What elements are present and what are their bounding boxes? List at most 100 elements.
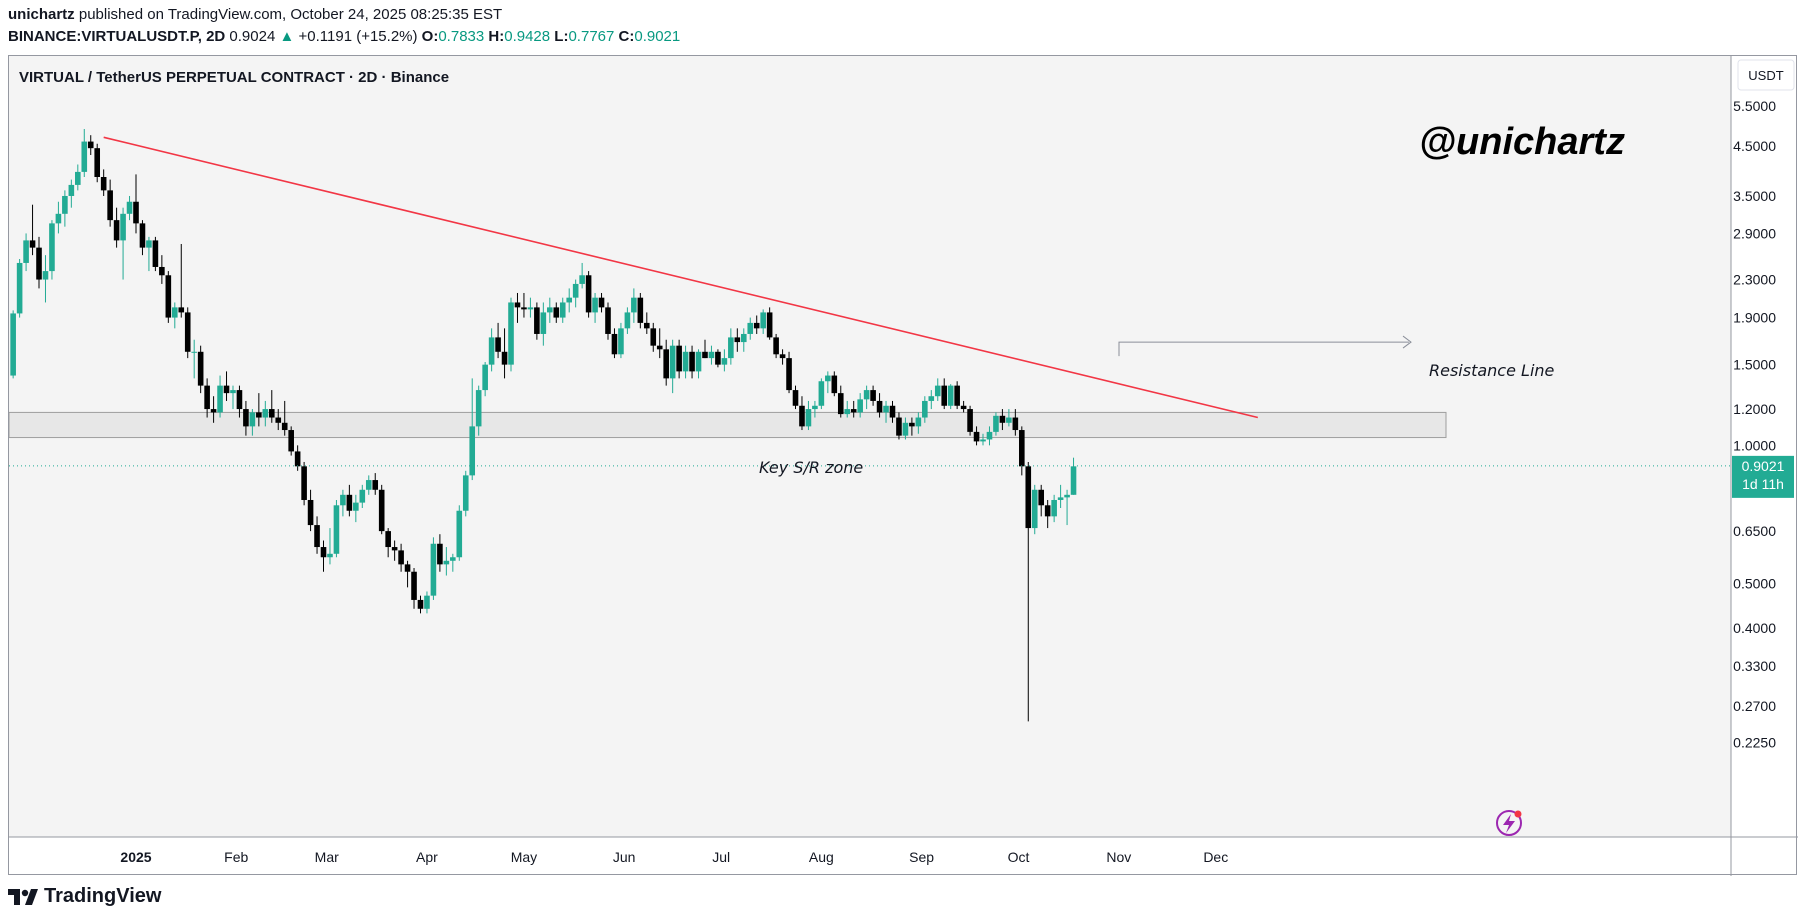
candle[interactable]: [999, 409, 1006, 431]
candle[interactable]: [146, 236, 152, 272]
candle[interactable]: [559, 297, 566, 323]
candle[interactable]: [637, 292, 644, 329]
candle[interactable]: [740, 328, 747, 352]
candle[interactable]: [353, 494, 359, 523]
candle[interactable]: [1025, 461, 1032, 722]
candle[interactable]: [695, 349, 702, 379]
candle[interactable]: [592, 292, 598, 323]
candle[interactable]: [993, 412, 999, 436]
candle[interactable]: [139, 220, 146, 256]
candle[interactable]: [760, 309, 766, 334]
candle[interactable]: [1064, 489, 1070, 526]
candle[interactable]: [799, 396, 805, 431]
candle[interactable]: [87, 135, 94, 155]
candle[interactable]: [643, 312, 650, 334]
candle[interactable]: [967, 405, 973, 436]
candle[interactable]: [94, 143, 101, 183]
candle[interactable]: [501, 328, 508, 379]
candle[interactable]: [120, 207, 126, 280]
candle[interactable]: [715, 349, 721, 368]
candle[interactable]: [1031, 484, 1038, 535]
candle[interactable]: [171, 302, 178, 329]
candle[interactable]: [585, 271, 592, 318]
candle[interactable]: [986, 426, 993, 446]
candle[interactable]: [281, 400, 288, 436]
candle[interactable]: [934, 378, 941, 401]
candle[interactable]: [307, 489, 314, 532]
candle[interactable]: [249, 409, 256, 436]
candle[interactable]: [825, 371, 831, 394]
candle[interactable]: [475, 385, 482, 436]
candle[interactable]: [217, 375, 223, 418]
candle[interactable]: [734, 328, 741, 352]
sr-zone[interactable]: [9, 411, 1447, 439]
candle[interactable]: [262, 400, 269, 427]
candle[interactable]: [818, 378, 825, 410]
candle[interactable]: [191, 339, 197, 379]
candle[interactable]: [902, 417, 909, 440]
candlestick-chart[interactable]: VIRTUAL / TetherUS PERPETUAL CONTRACT · …: [9, 56, 1798, 876]
candle[interactable]: [424, 591, 430, 614]
candle[interactable]: [482, 362, 488, 397]
candle[interactable]: [49, 220, 55, 280]
candle[interactable]: [437, 534, 443, 572]
candle[interactable]: [786, 351, 792, 394]
candle[interactable]: [779, 349, 786, 365]
candle[interactable]: [178, 243, 185, 318]
candle[interactable]: [1012, 409, 1019, 436]
candle[interactable]: [508, 297, 514, 372]
candle[interactable]: [450, 553, 456, 572]
candle[interactable]: [747, 317, 754, 340]
candle[interactable]: [340, 489, 346, 517]
candle[interactable]: [837, 385, 844, 418]
candle[interactable]: [954, 381, 960, 410]
candle[interactable]: [197, 345, 204, 394]
candle[interactable]: [883, 400, 889, 423]
candle[interactable]: [16, 259, 23, 318]
candle[interactable]: [708, 345, 715, 365]
candle[interactable]: [55, 201, 62, 234]
candle[interactable]: [417, 595, 424, 614]
candle[interactable]: [682, 345, 689, 379]
candle[interactable]: [579, 262, 585, 289]
candle[interactable]: [430, 537, 437, 600]
candle[interactable]: [372, 473, 379, 495]
candle[interactable]: [1019, 426, 1025, 476]
lightning-icon[interactable]: [1496, 810, 1522, 836]
candle[interactable]: [922, 396, 928, 423]
candle[interactable]: [404, 560, 411, 588]
candle[interactable]: [960, 400, 967, 413]
candle[interactable]: [656, 328, 663, 359]
candle[interactable]: [346, 484, 353, 517]
resistance-trendline[interactable]: [103, 136, 1258, 419]
candle[interactable]: [566, 288, 573, 313]
candle[interactable]: [62, 190, 68, 227]
candle[interactable]: [889, 400, 896, 423]
plot-area[interactable]: [9, 56, 1731, 837]
candle[interactable]: [184, 307, 191, 359]
candle[interactable]: [650, 322, 657, 352]
candle[interactable]: [812, 400, 818, 418]
candle[interactable]: [805, 400, 812, 431]
candle[interactable]: [75, 164, 81, 191]
candle[interactable]: [773, 333, 779, 359]
candle[interactable]: [850, 400, 857, 418]
candle[interactable]: [980, 433, 986, 446]
candle[interactable]: [1038, 484, 1045, 517]
candle[interactable]: [831, 371, 838, 397]
candle[interactable]: [320, 540, 327, 572]
candle[interactable]: [204, 378, 210, 418]
candle[interactable]: [844, 400, 851, 418]
candle[interactable]: [611, 328, 618, 359]
currency-button[interactable]: USDT: [1737, 59, 1795, 91]
candle[interactable]: [113, 207, 120, 248]
candle[interactable]: [378, 484, 385, 535]
candle[interactable]: [553, 302, 560, 323]
candle[interactable]: [456, 505, 463, 561]
candle[interactable]: [1051, 494, 1057, 523]
candle[interactable]: [663, 339, 669, 386]
candle[interactable]: [29, 204, 36, 256]
candle[interactable]: [327, 528, 333, 565]
candle[interactable]: [301, 461, 307, 506]
candle[interactable]: [268, 390, 275, 423]
